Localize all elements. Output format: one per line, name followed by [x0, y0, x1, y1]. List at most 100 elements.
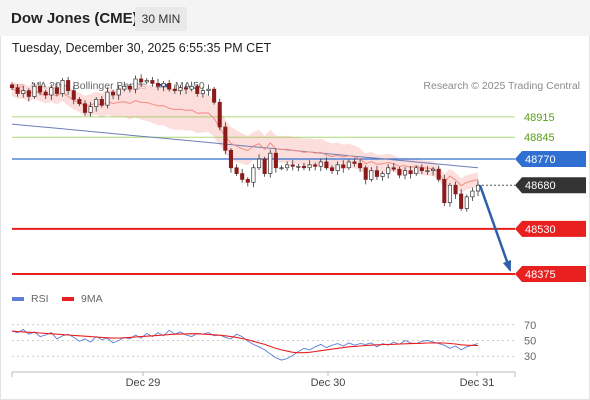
- candle: [82, 100, 88, 116]
- candle-body: [442, 179, 447, 204]
- candle: [436, 165, 441, 182]
- candle: [240, 168, 245, 183]
- candle-body: [228, 149, 233, 169]
- candle: [184, 84, 189, 95]
- candle: [217, 98, 222, 131]
- chart-header: Dow Jones (CME) 30 MIN: [0, 0, 590, 36]
- candle: [431, 166, 436, 176]
- candle: [111, 89, 116, 100]
- candle: [335, 161, 340, 175]
- candle: [26, 88, 31, 102]
- candle: [127, 83, 132, 93]
- candle: [307, 160, 312, 171]
- legend-rsi-label: RSI: [31, 293, 49, 305]
- level-badge-48680: [515, 177, 586, 194]
- rsi-tick-70: 70: [524, 320, 536, 332]
- candle: [397, 166, 402, 179]
- candle-body: [94, 99, 99, 107]
- candle-body: [397, 168, 402, 176]
- candle-body: [386, 167, 391, 174]
- candle: [155, 78, 161, 91]
- candle: [54, 83, 59, 96]
- candle-body: [178, 87, 183, 91]
- candle-body: [155, 83, 161, 87]
- candle-body: [88, 106, 93, 113]
- candle-body: [189, 85, 194, 90]
- candle: [419, 164, 424, 174]
- candle: [167, 79, 172, 92]
- candle-body: [133, 78, 138, 90]
- level-label-48530: 48530: [525, 224, 556, 236]
- candle-body: [380, 173, 385, 177]
- candle: [358, 158, 363, 172]
- candle: [341, 160, 346, 173]
- candle-body: [453, 184, 458, 195]
- candle-body: [436, 168, 441, 180]
- timeframe-button[interactable]: 30 MIN: [135, 7, 187, 31]
- candle: [200, 87, 205, 98]
- candle: [38, 81, 43, 96]
- candle: [15, 84, 20, 97]
- candle: [475, 180, 481, 196]
- candle-body: [279, 167, 284, 170]
- candle-body: [431, 168, 436, 172]
- candle: [206, 84, 211, 96]
- level-label-48845: 48845: [524, 132, 555, 144]
- candle: [425, 166, 430, 175]
- candle: [139, 74, 144, 87]
- candle: [324, 157, 329, 171]
- candle: [105, 87, 110, 109]
- legend-9ma-swatch: [62, 297, 74, 301]
- candle: [442, 174, 447, 206]
- candle: [408, 166, 413, 179]
- level-label-48680: 48680: [525, 180, 556, 192]
- x-tick-label: Dec 29: [126, 377, 161, 389]
- candle: [251, 164, 256, 188]
- candle-body: [60, 80, 65, 94]
- candle-body: [296, 165, 301, 168]
- candle-body: [127, 85, 132, 90]
- instrument-title: Dow Jones (CME): [11, 10, 138, 27]
- candle: [66, 76, 71, 95]
- candle: [363, 165, 368, 185]
- candle: [144, 78, 149, 85]
- candle: [402, 167, 408, 180]
- candle-body: [172, 88, 177, 91]
- candle: [77, 97, 82, 107]
- candle-body: [144, 80, 149, 83]
- candle-body: [341, 164, 346, 169]
- candle: [301, 162, 306, 171]
- candle: [195, 83, 200, 97]
- candle-body: [77, 99, 82, 105]
- candle: [374, 166, 379, 180]
- level-label-48915: 48915: [524, 112, 555, 124]
- candle: [273, 148, 278, 173]
- candle: [352, 158, 357, 167]
- candle-body: [99, 99, 104, 106]
- candle-body: [470, 190, 475, 198]
- candle: [470, 187, 475, 201]
- candle: [94, 97, 99, 112]
- candle-body: [26, 90, 31, 97]
- candle: [189, 81, 194, 92]
- candle-body: [167, 83, 172, 90]
- candle: [464, 194, 469, 212]
- rsi-tick-50: 50: [524, 336, 536, 348]
- rsi-line: [11, 328, 479, 361]
- candle: [318, 158, 323, 172]
- level-label-48375: 48375: [525, 269, 556, 281]
- candle: [32, 82, 37, 99]
- candle-body: [54, 87, 59, 94]
- candle-body: [447, 184, 452, 204]
- candle: [414, 165, 419, 176]
- candle: [329, 165, 335, 174]
- candle-body: [9, 84, 15, 89]
- candle-body: [374, 170, 379, 177]
- candle-body: [38, 85, 43, 93]
- candle: [290, 160, 295, 171]
- ma20-line: [11, 88, 479, 187]
- candle-body: [346, 161, 351, 169]
- candle: [228, 147, 233, 173]
- candle-body: [352, 161, 357, 164]
- candle: [268, 149, 273, 178]
